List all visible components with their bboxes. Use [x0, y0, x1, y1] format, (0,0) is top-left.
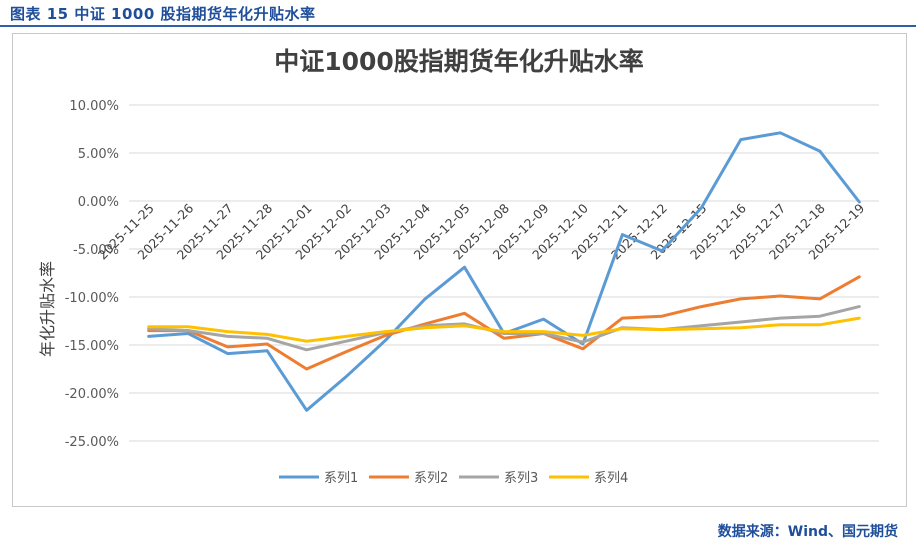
- figure-caption: 图表 15 中证 1000 股指期货年化升贴水率: [10, 5, 316, 23]
- series-line-3: [147, 305, 861, 352]
- legend-label: 系列2: [414, 471, 448, 486]
- legend-label: 系列1: [324, 471, 358, 486]
- y-tick-label: 10.00%: [69, 99, 119, 114]
- series-line-1: [147, 131, 861, 412]
- legend-item: 系列3: [459, 471, 538, 486]
- series-line-4: [147, 316, 861, 343]
- series-line-2: [147, 275, 861, 371]
- x-axis-ticks: 2025-11-252025-11-262025-11-272025-11-28…: [95, 200, 868, 262]
- y-axis-title: 年化升贴水率: [38, 261, 57, 357]
- y-tick-label: 0.00%: [78, 195, 119, 210]
- chart-svg: 中证1000股指期货年化升贴水率 年化升贴水率 10.00% 5.00% 0.00%…: [38, 47, 879, 486]
- y-tick-label: -25.00%: [65, 435, 119, 450]
- legend-item: 系列2: [369, 471, 448, 486]
- y-tick-label: -20.00%: [65, 387, 119, 402]
- legend-item: 系列1: [279, 471, 358, 486]
- legend-label: 系列4: [594, 471, 628, 486]
- grid-lines: [129, 104, 879, 442]
- legend-item: 系列4: [549, 471, 628, 486]
- y-tick-label: -10.00%: [65, 291, 119, 306]
- caption-rule: [0, 25, 916, 27]
- legend-label: 系列3: [504, 471, 538, 486]
- y-tick-label: 5.00%: [78, 147, 119, 162]
- y-tick-label: -15.00%: [65, 339, 119, 354]
- source-note: 数据来源：Wind、国元期货: [717, 524, 898, 540]
- series-lines: [147, 131, 861, 412]
- chart-frame: 中证1000股指期货年化升贴水率 年化升贴水率 10.00% 5.00% 0.00%…: [12, 33, 907, 507]
- y-tick-label: -5.00%: [73, 243, 119, 258]
- y-axis-ticks: 10.00% 5.00% 0.00% -5.00% -10.00% -15.00% -20.…: [65, 99, 119, 450]
- legend: 系列1 系列2 系列3 系列4: [279, 471, 628, 486]
- chart-title: 中证1000股指期货年化升贴水率: [274, 47, 644, 76]
